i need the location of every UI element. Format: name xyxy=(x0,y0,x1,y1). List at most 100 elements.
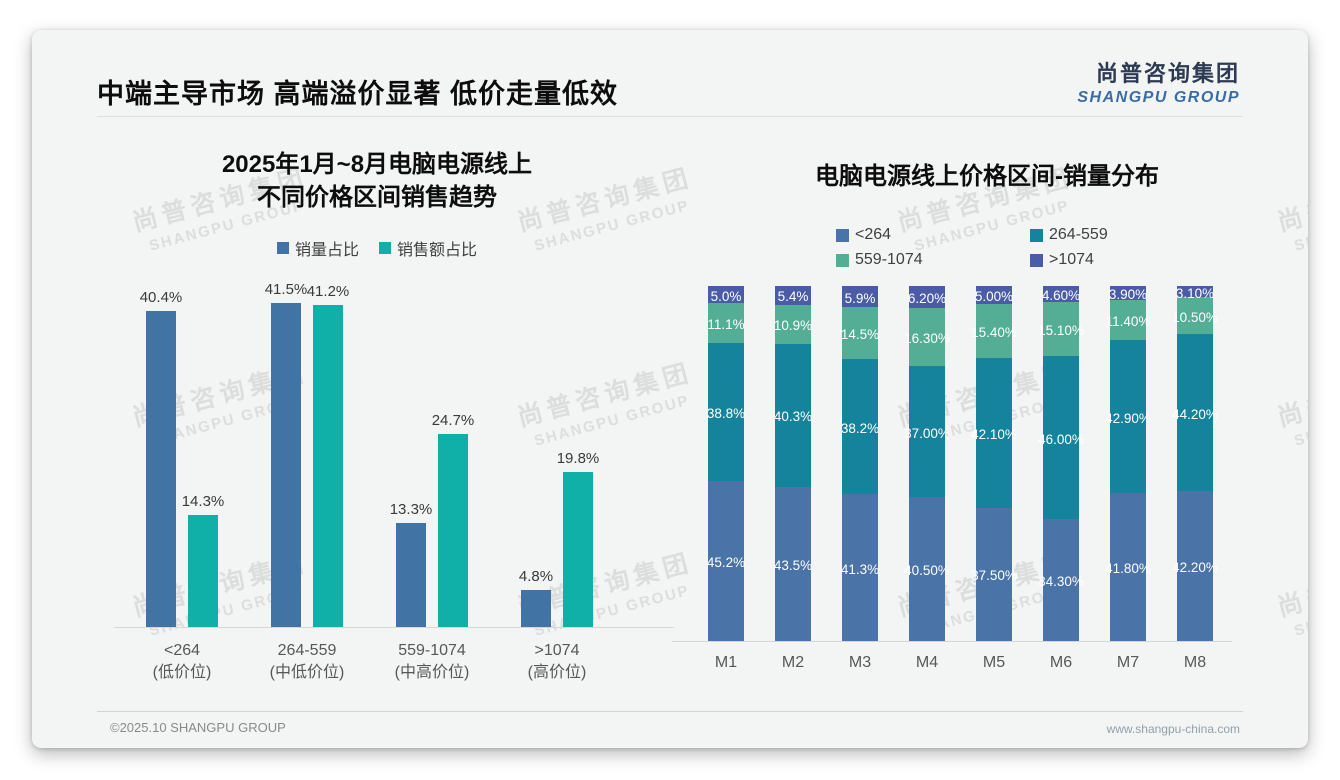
month-label: M2 xyxy=(781,654,805,671)
stack-segment-559-1074-M5 xyxy=(976,303,1012,359)
legend-label: 559-1074 xyxy=(855,251,923,268)
stack-value-label: 37.50% xyxy=(971,568,1017,584)
left-chart-legend: 销量占比 销售额占比 xyxy=(92,236,662,260)
stack-segment-559-1074-M7 xyxy=(1110,299,1146,341)
category-label: 264-559 (中低价位) xyxy=(242,640,372,684)
stack-value-label: 34.30% xyxy=(1038,574,1084,590)
stack-value-label: 15.40% xyxy=(971,325,1017,341)
bar-value-label: 41.5% xyxy=(264,281,308,298)
category-label: 559-1074 (中高价位) xyxy=(367,640,497,684)
stack-segment-264-559-M5 xyxy=(976,358,1012,508)
stack-segment-264-559-M1 xyxy=(708,342,744,481)
stack-value-label: 41.3% xyxy=(840,561,880,577)
stack-segment->1074-M2 xyxy=(775,285,811,305)
stack-segment-559-1074-M4 xyxy=(909,308,945,366)
stack-segment->1074-M6 xyxy=(1043,286,1079,303)
legend-swatch-559-1074 xyxy=(836,253,849,267)
stack-value-label: 5.9% xyxy=(844,290,876,306)
stack-segment-<264-M3 xyxy=(842,494,878,641)
left-chart-title: 2025年1月~8月电脑电源线上 不同价格区间销售趋势 xyxy=(92,148,662,214)
stack-value-label: 42.20% xyxy=(1172,560,1218,576)
stack-segment-559-1074-M8 xyxy=(1177,297,1213,335)
right-chart-plot: 45.2% 38.8% 11.1% 5.0% 43.5% 40.3% 10.9% 5.4% 41… xyxy=(672,286,1232,642)
stack-segment-264-559-M6 xyxy=(1043,355,1079,520)
stack-segment-264-559-M2 xyxy=(775,343,811,487)
left-chart-plot: 40.4% 14.3% 41.5% 41.2% 13.3% 24.7% 4.8% 19.8% xyxy=(114,281,674,628)
bar-销量占比->1074 xyxy=(521,590,551,627)
legend-swatch-teal xyxy=(379,242,391,254)
stack-value-label: 37.00% xyxy=(904,425,950,441)
header-divider xyxy=(97,116,1243,117)
stack-value-label: 40.50% xyxy=(904,563,950,579)
category-tier: (低价位) xyxy=(152,664,212,681)
legend-item-lt264: <264 xyxy=(836,226,1030,244)
watermark-chinese: 尚普咨询集团 xyxy=(1274,163,1308,238)
month-label: M3 xyxy=(848,654,872,671)
legend-swatch-gt1074 xyxy=(1030,253,1043,267)
stack-value-label: 14.5% xyxy=(840,327,880,342)
legend-swatch-blue xyxy=(276,242,289,254)
legend-label: 销量占比 xyxy=(294,242,359,259)
right-chart-title: 电脑电源线上价格区间-销量分布 xyxy=(815,163,1159,190)
stack-segment->1074-M3 xyxy=(842,286,878,308)
stack-segment->1074-M8 xyxy=(1177,286,1213,297)
legend-label: 264-559 xyxy=(1049,226,1108,243)
category-range: 264-559 xyxy=(277,642,337,659)
category-tier: (中高价位) xyxy=(394,664,470,681)
stack-value-label: 44.20% xyxy=(1172,406,1218,422)
category-range: >1074 xyxy=(534,642,580,659)
stack-segment-559-1074-M2 xyxy=(775,304,811,344)
bar-value-label: 24.7% xyxy=(431,412,475,429)
stack-segment-<264-M5 xyxy=(976,507,1012,641)
month-label: M5 xyxy=(982,654,1006,671)
bar-销量占比-264-559 xyxy=(271,303,301,627)
stack-value-label: 41.80% xyxy=(1105,560,1151,576)
stack-segment-264-559-M3 xyxy=(842,358,878,495)
month-label: M7 xyxy=(1116,654,1140,671)
stack-segment-<264-M7 xyxy=(1110,492,1146,641)
stack-value-label: 11.40% xyxy=(1105,314,1151,330)
legend-item-559-1074: 559-1074 xyxy=(836,251,1030,269)
bar-销售额占比-559-1074 xyxy=(438,434,468,627)
footer-website: www.shangpu-china.com xyxy=(1106,722,1240,736)
bar-销售额占比-264-559 xyxy=(313,305,343,627)
stack-value-label: 40.3% xyxy=(773,409,813,424)
stack-value-label: 38.2% xyxy=(840,420,880,436)
left-chart-title-line2: 不同价格区间销售趋势 xyxy=(257,184,497,211)
category-range: 559-1074 xyxy=(398,642,466,659)
stack-value-label: 5.0% xyxy=(710,288,742,304)
legend-swatch-264-559 xyxy=(1030,228,1043,242)
bar-销售额占比-<264 xyxy=(188,515,218,627)
bar-value-label: 40.4% xyxy=(139,289,183,306)
category-tier: (中低价位) xyxy=(269,664,345,681)
watermark-chinese: 尚普咨询集团 xyxy=(1274,358,1308,433)
watermark-english: SHANGPU GROUP xyxy=(1292,582,1308,640)
bar-value-label: 13.3% xyxy=(389,501,433,518)
stack-segment-<264-M6 xyxy=(1043,519,1079,641)
bar-value-label: 4.8% xyxy=(518,568,554,585)
month-label: M6 xyxy=(1049,654,1073,671)
legend-label: >1074 xyxy=(1049,251,1094,268)
logo-english: SHANGPU GROUP xyxy=(1077,89,1240,106)
stack-value-label: 6.20% xyxy=(907,291,947,306)
stack-segment-264-559-M8 xyxy=(1177,334,1213,492)
stack-segment-<264-M4 xyxy=(909,497,945,641)
stack-segment->1074-M7 xyxy=(1110,286,1146,300)
stack-segment-<264-M1 xyxy=(708,480,744,641)
stack-value-label: 43.5% xyxy=(773,557,813,573)
month-label: M1 xyxy=(714,654,738,671)
month-label: M4 xyxy=(915,654,939,671)
stack-segment-<264-M2 xyxy=(775,486,811,641)
stack-value-label: 45.2% xyxy=(706,554,746,570)
legend-item-gt1074: >1074 xyxy=(1030,251,1108,269)
category-tier: (高价位) xyxy=(527,664,587,681)
category-label: <264 (低价位) xyxy=(117,640,247,684)
stack-value-label: 42.10% xyxy=(971,427,1017,443)
stack-value-label: 10.9% xyxy=(773,318,813,334)
stack-segment->1074-M1 xyxy=(708,285,744,304)
stack-segment-264-559-M7 xyxy=(1110,340,1146,493)
watermark-english: SHANGPU GROUP xyxy=(1292,197,1308,255)
